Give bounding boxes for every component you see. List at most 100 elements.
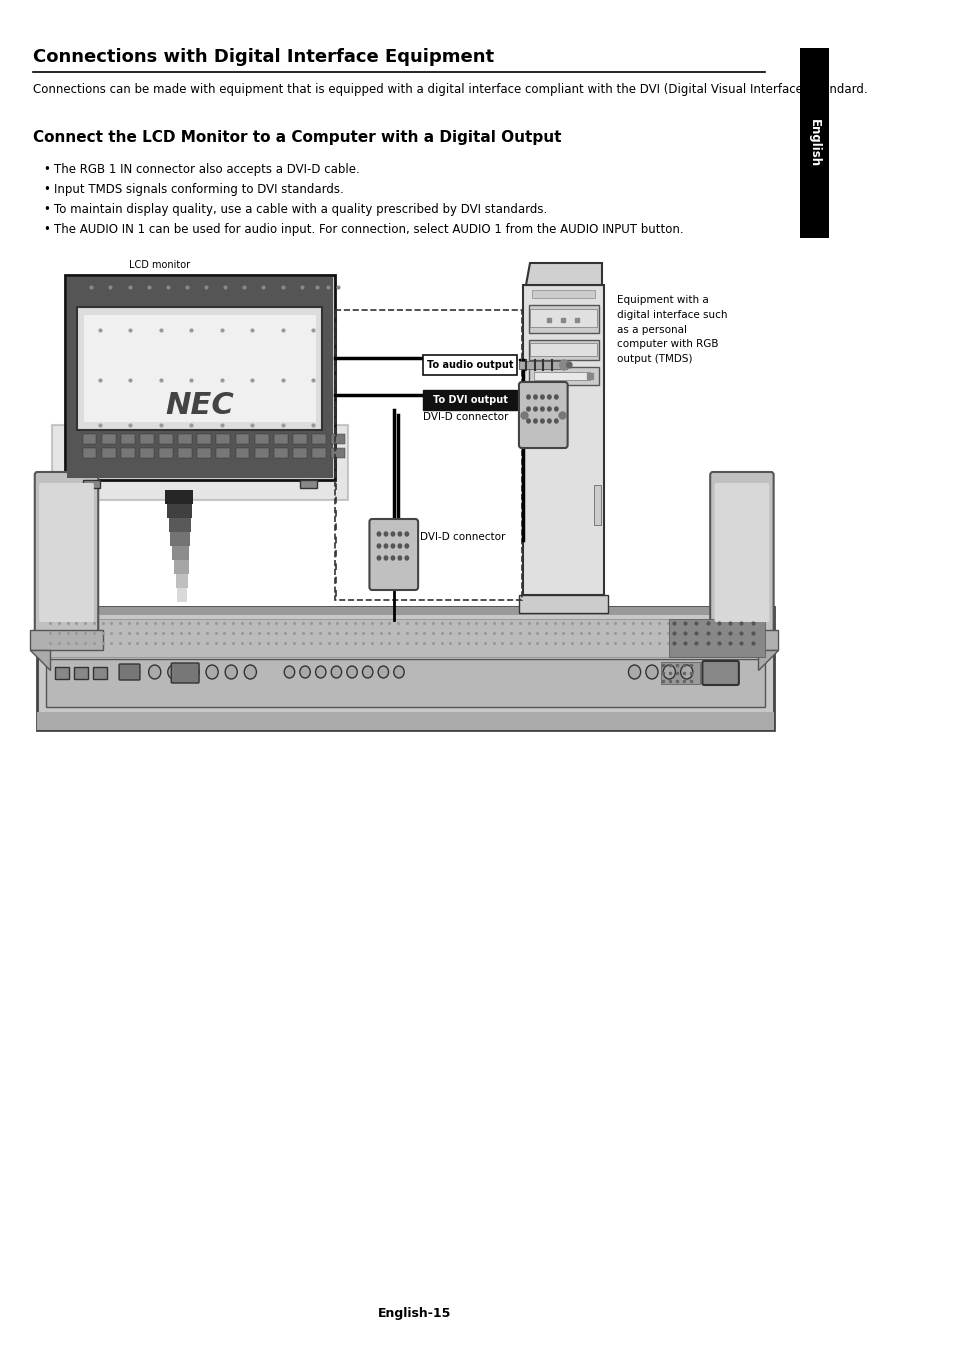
- Bar: [312, 434, 326, 444]
- Bar: [83, 434, 96, 444]
- Bar: [197, 434, 211, 444]
- Circle shape: [397, 544, 401, 549]
- Text: English: English: [807, 119, 821, 168]
- Text: English-15: English-15: [377, 1306, 451, 1320]
- Bar: [216, 449, 230, 458]
- Text: NEC: NEC: [166, 390, 234, 420]
- Bar: [530, 343, 597, 357]
- Bar: [335, 309, 521, 600]
- Circle shape: [559, 359, 568, 370]
- Bar: [175, 574, 188, 588]
- Circle shape: [540, 407, 543, 411]
- Bar: [528, 367, 598, 385]
- Circle shape: [377, 666, 388, 678]
- Circle shape: [315, 666, 326, 678]
- Bar: [322, 277, 333, 478]
- Circle shape: [397, 532, 401, 536]
- Bar: [423, 355, 517, 376]
- Bar: [178, 449, 192, 458]
- Bar: [530, 309, 597, 327]
- Bar: [30, 630, 103, 650]
- Circle shape: [526, 419, 530, 423]
- Circle shape: [397, 557, 401, 561]
- Bar: [528, 305, 598, 332]
- FancyBboxPatch shape: [369, 519, 417, 590]
- Circle shape: [405, 557, 408, 561]
- Circle shape: [376, 544, 380, 549]
- Text: To audio output: To audio output: [427, 359, 513, 370]
- Circle shape: [547, 394, 551, 399]
- Text: •: •: [44, 163, 51, 176]
- Text: DVI-D connector: DVI-D connector: [419, 532, 505, 542]
- Text: To DVI output: To DVI output: [433, 394, 507, 405]
- Bar: [121, 449, 134, 458]
- Bar: [102, 434, 115, 444]
- Bar: [312, 449, 326, 458]
- Bar: [173, 561, 189, 574]
- Text: Input TMDS signals conforming to DVI standards.: Input TMDS signals conforming to DVI sta…: [53, 182, 343, 196]
- Text: To maintain display quality, use a cable with a quality prescribed by DVI standa: To maintain display quality, use a cable…: [53, 203, 547, 216]
- Circle shape: [405, 532, 408, 536]
- Text: Equipment with a
digital interface such
as a personal
computer with RGB
output (: Equipment with a digital interface such …: [617, 295, 727, 365]
- Circle shape: [554, 419, 558, 423]
- Circle shape: [645, 665, 658, 680]
- Bar: [77, 307, 322, 430]
- Circle shape: [405, 544, 408, 549]
- Circle shape: [566, 362, 572, 367]
- Circle shape: [391, 544, 395, 549]
- Circle shape: [391, 557, 395, 561]
- Text: Connections with Digital Interface Equipment: Connections with Digital Interface Equip…: [33, 49, 494, 66]
- Circle shape: [540, 394, 543, 399]
- Circle shape: [168, 665, 180, 680]
- FancyBboxPatch shape: [119, 663, 140, 680]
- Circle shape: [384, 532, 387, 536]
- Bar: [423, 390, 517, 409]
- Bar: [65, 276, 335, 480]
- Circle shape: [554, 394, 558, 399]
- Bar: [523, 285, 603, 594]
- Bar: [216, 434, 230, 444]
- Bar: [67, 277, 333, 307]
- Polygon shape: [758, 650, 778, 670]
- Bar: [669, 619, 764, 657]
- Text: The AUDIO IN 1 can be used for audio input. For connection, select AUDIO 1 from : The AUDIO IN 1 can be used for audio inp…: [53, 223, 682, 236]
- Polygon shape: [525, 263, 601, 285]
- Bar: [254, 449, 269, 458]
- Bar: [705, 630, 778, 650]
- Bar: [799, 49, 828, 238]
- Circle shape: [628, 665, 640, 680]
- Circle shape: [540, 419, 543, 423]
- Text: Connections can be made with equipment that is equipped with a digital interface: Connections can be made with equipment t…: [33, 82, 866, 96]
- Bar: [167, 504, 192, 517]
- Bar: [46, 619, 764, 657]
- Circle shape: [331, 666, 341, 678]
- Bar: [331, 449, 345, 458]
- Bar: [102, 449, 115, 458]
- Text: •: •: [44, 182, 51, 196]
- Text: LCD monitor: LCD monitor: [129, 259, 190, 270]
- Bar: [178, 434, 192, 444]
- Polygon shape: [30, 650, 51, 670]
- Text: The RGB 1 IN connector also accepts a DVI-D cable.: The RGB 1 IN connector also accepts a DV…: [53, 163, 359, 176]
- Bar: [274, 449, 288, 458]
- FancyBboxPatch shape: [172, 663, 199, 684]
- Bar: [140, 449, 153, 458]
- Polygon shape: [518, 594, 608, 613]
- Circle shape: [384, 557, 387, 561]
- Bar: [159, 434, 172, 444]
- Text: DVI-D connector: DVI-D connector: [423, 412, 508, 422]
- Circle shape: [284, 666, 294, 678]
- Bar: [172, 546, 190, 561]
- Bar: [84, 315, 315, 422]
- Circle shape: [299, 666, 310, 678]
- Circle shape: [244, 665, 256, 680]
- Bar: [159, 449, 172, 458]
- Bar: [235, 434, 250, 444]
- Circle shape: [206, 665, 218, 680]
- FancyBboxPatch shape: [518, 382, 567, 449]
- Bar: [92, 667, 107, 680]
- Bar: [293, 434, 307, 444]
- Circle shape: [376, 557, 380, 561]
- Circle shape: [384, 544, 387, 549]
- Bar: [83, 480, 100, 488]
